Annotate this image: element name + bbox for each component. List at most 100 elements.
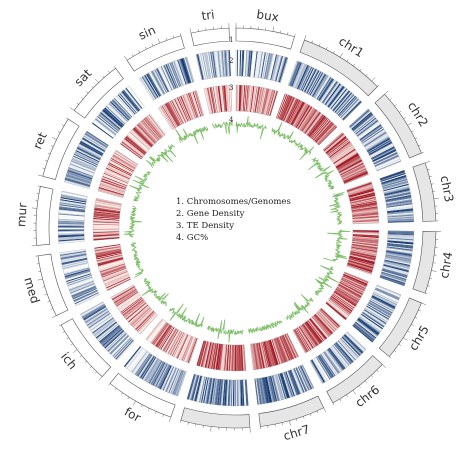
gene-density-bin <box>59 204 86 209</box>
te-density-bin <box>93 224 120 226</box>
gene-density-bin <box>384 187 410 195</box>
gene-density-bin <box>315 356 331 380</box>
gene-density-bin <box>159 66 172 91</box>
te-density-bin <box>199 341 208 367</box>
te-density-bin <box>107 163 132 177</box>
te-density-bin <box>331 145 354 161</box>
te-density-bin <box>352 236 379 240</box>
te-density-bin <box>206 342 213 369</box>
gene-density-bin <box>366 304 390 319</box>
gene-density-bin <box>64 267 90 276</box>
gene-density-bin <box>309 72 324 96</box>
gene-density-bin <box>387 219 414 222</box>
te-density-bin <box>265 341 274 367</box>
te-density-bin <box>342 169 367 181</box>
te-density-bin <box>235 344 237 371</box>
gene-density-bin <box>282 372 292 398</box>
te-density-bin <box>99 264 125 273</box>
gene-density-bin <box>332 345 350 366</box>
te-density-bin <box>216 86 222 113</box>
te-density-bin <box>347 183 373 193</box>
gene-density-bin <box>345 332 365 352</box>
gene-density-bin <box>354 116 376 134</box>
te-density-bin <box>142 119 160 140</box>
gene-density-bin <box>299 365 312 390</box>
te-density-bin <box>97 257 123 266</box>
te-density-bin <box>260 88 268 114</box>
te-density-bin <box>94 207 121 212</box>
te-density-bin <box>102 176 127 187</box>
gene-density-bin <box>387 239 414 243</box>
gene-density-bin <box>251 50 255 77</box>
te-density-bin <box>280 335 292 361</box>
te-density-bin <box>121 298 143 315</box>
te-density-bin <box>350 250 377 258</box>
gene-density-bin <box>299 66 312 91</box>
gene-density-bin <box>58 213 85 217</box>
te-density-bin <box>94 246 121 253</box>
gene-density-bin <box>324 83 341 106</box>
te-density-bin <box>107 164 132 177</box>
te-density-bin <box>255 343 261 369</box>
gene-density-bin <box>58 220 85 223</box>
te-density-bin <box>164 329 179 353</box>
gene-density-bin <box>71 285 96 297</box>
te-density-bin <box>250 343 256 370</box>
te-density-bin <box>349 191 375 200</box>
gene-density-bin <box>59 206 86 211</box>
gene-density-bin <box>311 359 325 383</box>
te-density-bin <box>266 90 275 116</box>
gene-density-bin <box>278 57 288 83</box>
te-density-bin <box>202 341 210 368</box>
te-density-bin <box>333 291 356 307</box>
te-density-bin <box>319 309 339 329</box>
te-density-bin <box>351 204 378 210</box>
te-density-bin <box>300 108 316 131</box>
gene-density-bin <box>253 51 258 78</box>
gene-density-bin <box>112 337 132 357</box>
te-density-bin <box>114 151 138 166</box>
te-density-bin <box>151 322 168 345</box>
gene-density-bin <box>352 325 374 343</box>
te-density-bin <box>129 305 150 324</box>
te-density-bin <box>285 333 298 358</box>
gene-density-bin <box>178 59 188 85</box>
te-density-bin <box>257 87 264 114</box>
gene-density-bin <box>357 120 379 138</box>
te-density-bin <box>313 314 332 335</box>
te-density-bin <box>254 343 261 370</box>
tick-mark <box>393 350 397 353</box>
gene-density-bin <box>60 255 87 261</box>
gc-line-bux <box>235 116 267 140</box>
te-density-bin <box>270 339 279 365</box>
gene-density-bin <box>376 284 402 296</box>
te-density-bin <box>93 237 120 241</box>
gene-density-bin <box>85 132 108 148</box>
te-density-bin <box>312 315 331 337</box>
te-density-bin <box>295 104 310 128</box>
tick-mark <box>403 117 406 119</box>
tick-mark <box>73 349 78 353</box>
gene-density-bin <box>61 193 87 200</box>
gene-density-bin <box>104 107 125 126</box>
te-density-bin <box>242 85 245 112</box>
gene-density-bin <box>357 318 379 336</box>
te-density-bin <box>215 343 221 370</box>
te-density-bin <box>302 323 319 346</box>
gene-density-bin <box>387 215 414 219</box>
tick-mark <box>120 392 123 395</box>
te-density-bin <box>261 88 269 115</box>
gene-density-bin <box>87 312 110 328</box>
chromosome-ich <box>60 318 112 378</box>
gene-density-bin <box>212 51 217 78</box>
te-density-bin <box>347 262 373 271</box>
gene-density-bin <box>117 94 136 115</box>
te-density-bin <box>352 240 379 244</box>
gene-density-bin <box>165 367 177 392</box>
te-density-bin <box>351 245 378 251</box>
gene-density-bin <box>323 82 340 105</box>
te-density-bin <box>288 100 302 124</box>
gene-density-bin <box>312 74 327 98</box>
gene-density-bin <box>387 238 414 242</box>
gene-density-bin <box>387 208 414 213</box>
